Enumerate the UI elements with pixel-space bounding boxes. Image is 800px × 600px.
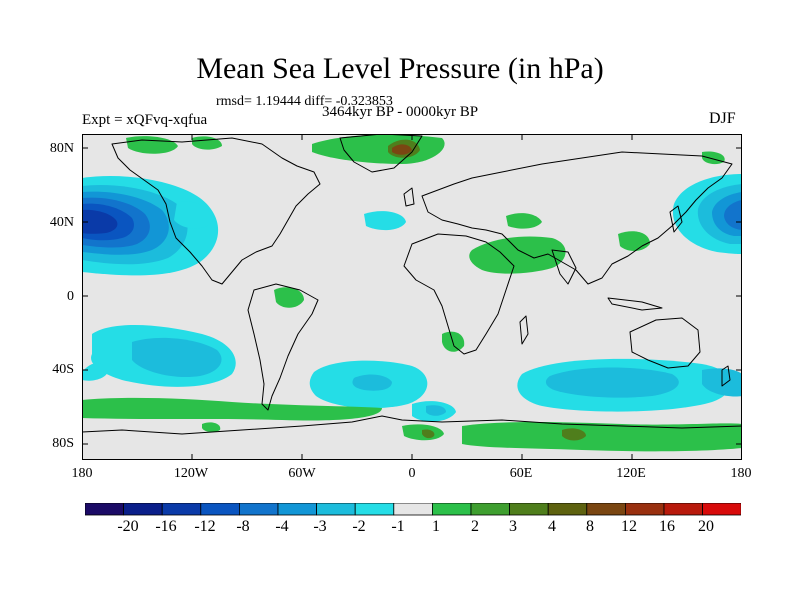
colorbar-swatch-2 <box>161 503 202 516</box>
colorbar-label-6: -2 <box>352 518 366 535</box>
colorbar-label-10: 3 <box>509 518 517 535</box>
lat-label-80n: 80N <box>49 141 74 156</box>
season-label: DJF <box>709 110 736 127</box>
field-brazil-pos <box>274 287 304 308</box>
coast-india <box>551 249 577 285</box>
lon-label-60w: 60W <box>288 466 316 481</box>
field-ross-patch <box>710 426 733 438</box>
colorbar-label-7: -1 <box>391 518 405 535</box>
coast-new-zealand <box>721 365 731 387</box>
colorbar-label-12: 8 <box>586 518 594 535</box>
field-caspian-pos <box>506 213 542 229</box>
map-ticks <box>82 134 742 460</box>
field-weddell-2 <box>426 405 446 416</box>
field-natl-patch <box>364 211 406 231</box>
lat-label-40n: 40N <box>49 215 74 230</box>
field-antarctic-band <box>462 422 742 452</box>
colorbar-swatch-16 <box>702 503 741 516</box>
colorbar-swatch-0 <box>85 503 124 516</box>
field-antarctic-patch-3 <box>562 428 586 441</box>
colorbar-label-11: 4 <box>548 518 556 535</box>
field-small-green <box>202 422 221 433</box>
field-npac-bulge <box>174 201 213 229</box>
colorbar-swatch-3 <box>200 503 240 516</box>
experiment-label: Expt = xQFvq-xqfua <box>82 112 208 128</box>
colorbar-label-1: -16 <box>155 518 177 535</box>
coast-madagascar <box>519 315 529 345</box>
colorbar-label-2: -12 <box>194 518 216 535</box>
coast-africa <box>403 233 515 355</box>
coast-japan <box>669 205 683 233</box>
colorbar-label-0: -20 <box>117 518 139 535</box>
lat-label-80s: 80S <box>52 436 74 451</box>
colorbar-label-15: 20 <box>698 518 714 535</box>
colorbar-swatch-1 <box>123 503 163 516</box>
colorbar-swatch-9 <box>431 503 472 516</box>
field-spac-small <box>82 363 108 381</box>
field-so-west-band <box>82 397 382 421</box>
colorbar-swatch-12 <box>547 503 588 516</box>
colorbar <box>85 503 741 516</box>
field-sio-2 <box>545 367 679 398</box>
colorbar-label-3: -8 <box>236 518 250 535</box>
colorbar-swatch-15 <box>663 503 703 516</box>
coast-north-america <box>111 137 321 285</box>
colorbar-swatch-13 <box>586 503 626 516</box>
lat-label-0: 0 <box>67 289 74 304</box>
coast-uk <box>403 187 415 207</box>
field-arabia-pos <box>469 236 566 274</box>
field-greenland-pos-3 <box>392 144 412 155</box>
colorbar-swatch-8 <box>393 503 433 516</box>
lon-label-60e: 60E <box>509 466 533 481</box>
lon-label-180w: 180 <box>71 466 93 481</box>
field-npac-east-6 <box>82 209 118 234</box>
colorbar-label-9: 2 <box>471 518 479 535</box>
lon-label-120w: 120W <box>173 466 209 481</box>
field-satl-2 <box>352 374 392 391</box>
period-text: 3464kyr BP - 0000kyr BP <box>322 104 479 120</box>
coast-australia <box>629 317 701 369</box>
colorbar-label-13: 12 <box>621 518 637 535</box>
field-spac-2 <box>132 337 222 378</box>
map-title: Mean Sea Level Pressure (in hPa) <box>196 52 604 85</box>
colorbar-swatch-10 <box>470 503 510 516</box>
lat-label-40s: 40S <box>52 362 74 377</box>
colorbar-label-5: -3 <box>313 518 327 535</box>
lon-label-120e: 120E <box>616 466 646 481</box>
colorbar-swatch-11 <box>509 503 549 516</box>
coast-indonesia <box>607 297 663 311</box>
coast-eurasia <box>421 151 733 285</box>
colorbar-swatch-6 <box>316 503 356 516</box>
coast-antarctica <box>82 415 742 435</box>
coast-south-america <box>247 283 319 411</box>
colorbar-swatch-5 <box>277 503 317 516</box>
colorbar-swatch-4 <box>238 503 279 516</box>
coastlines <box>82 134 742 435</box>
field-antarctic-patch-2 <box>422 429 435 439</box>
stats-text: rmsd= 1.19444 diff= -0.323853 <box>216 94 393 109</box>
colorbar-label-4: -4 <box>275 518 289 535</box>
pressure-map <box>82 134 742 460</box>
colorbar-label-8: 1 <box>432 518 440 535</box>
colorbar-swatch-14 <box>625 503 665 516</box>
colorbar-swatch-7 <box>354 503 395 516</box>
colorbar-label-14: 16 <box>659 518 675 535</box>
lon-label-0: 0 <box>408 466 416 481</box>
lon-label-180e: 180 <box>730 466 752 481</box>
